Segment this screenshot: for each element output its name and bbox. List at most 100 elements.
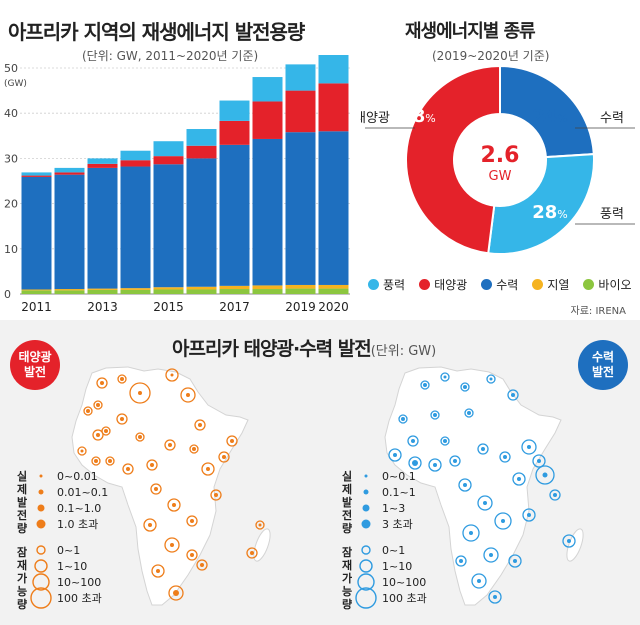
solar-badge: 태양광 발전 bbox=[10, 340, 60, 390]
actual-dot bbox=[138, 391, 142, 395]
potential-circle bbox=[164, 537, 180, 553]
bar-segment bbox=[153, 289, 184, 294]
potential-circle bbox=[151, 564, 165, 578]
hydro-potential-label: 잠재가능량 bbox=[341, 546, 353, 611]
actual-dot bbox=[517, 477, 521, 481]
bar-segment bbox=[120, 150, 151, 161]
y-tick-label: 0 bbox=[4, 288, 11, 301]
map-legend-entry: 100 초과 bbox=[355, 587, 427, 609]
potential-circle bbox=[196, 559, 208, 571]
bar-segment bbox=[318, 288, 349, 294]
bar-segment bbox=[87, 158, 118, 164]
legend-swatch bbox=[481, 279, 493, 290]
potential-circle bbox=[507, 389, 519, 401]
solar-badge-line1: 태양광 bbox=[18, 350, 52, 364]
bar-segment bbox=[285, 288, 316, 294]
map-legend-entry: 1~10 bbox=[30, 558, 102, 574]
bar-segment bbox=[87, 288, 118, 290]
actual-dot bbox=[168, 443, 172, 447]
bar-segment bbox=[186, 145, 217, 159]
potential-circle bbox=[194, 419, 206, 431]
actual-dot bbox=[489, 553, 493, 557]
map-legend-entry: 10~100 bbox=[30, 573, 102, 591]
hydro-badge-line1: 수력 bbox=[591, 350, 615, 364]
actual-dot bbox=[170, 373, 174, 377]
actual-dot bbox=[489, 377, 493, 381]
legend-item: 풍력 bbox=[368, 276, 405, 293]
map-legend-entry: 0~0.1 bbox=[355, 468, 416, 484]
actual-dot bbox=[173, 590, 179, 596]
map-legend-entry: 0.01~0.1 bbox=[30, 484, 108, 500]
hydro-actual-label: 실제발전량 bbox=[341, 470, 353, 535]
madagascar-outline bbox=[253, 528, 271, 562]
bar-segment bbox=[21, 289, 52, 291]
bar-segment bbox=[54, 167, 85, 173]
filled-dot-icon bbox=[30, 497, 52, 519]
solar-potential-legend: 0~1 1~10 10~100 100 초과 bbox=[30, 542, 102, 609]
map-legend-label: 0~1 bbox=[57, 543, 81, 557]
potential-circle bbox=[460, 382, 470, 392]
ring-icon bbox=[355, 571, 377, 593]
actual-dot bbox=[100, 381, 104, 385]
bar-segment bbox=[54, 290, 85, 294]
legend-label: 지열 bbox=[547, 278, 570, 292]
bar-chart-title: 아프리카 지역의 재생에너지 발전용량 bbox=[8, 20, 305, 44]
map-legend-entry: 0.1~1.0 bbox=[30, 500, 108, 516]
slice-percent: 24% bbox=[532, 106, 568, 127]
potential-circle bbox=[398, 414, 408, 424]
map-legend-entry: 0.1~1 bbox=[355, 484, 416, 500]
donut-slice bbox=[487, 153, 595, 255]
donut-chart: 2.6GW 24% 수력 28% 풍력 48% 태양광 bbox=[360, 64, 635, 255]
potential-circle bbox=[477, 495, 493, 511]
legend-swatch bbox=[532, 279, 544, 290]
actual-dot bbox=[423, 383, 427, 387]
potential-circle bbox=[521, 439, 537, 455]
bar-segment bbox=[54, 172, 85, 175]
potential-circle bbox=[77, 446, 87, 456]
actual-dot bbox=[192, 447, 196, 451]
potential-circle bbox=[494, 512, 512, 530]
x-tick-label: 2017 bbox=[219, 300, 250, 314]
slice-category-label: 태양광 bbox=[360, 111, 390, 126]
africa-outline bbox=[384, 366, 562, 606]
map-legend-label: 10~100 bbox=[57, 575, 102, 589]
legend-item: 바이오 bbox=[583, 276, 632, 293]
actual-dot bbox=[250, 551, 254, 555]
hydro-actual-legend: 0~0.1 0.1~1 1~3 3 초과 bbox=[355, 468, 416, 532]
potential-circle bbox=[201, 462, 215, 476]
bar-segment bbox=[219, 100, 250, 121]
actual-dot bbox=[501, 519, 505, 523]
potential-circle bbox=[440, 436, 450, 446]
actual-dot bbox=[511, 393, 515, 397]
potential-circle bbox=[96, 377, 108, 389]
legend-item: 지열 bbox=[532, 276, 569, 293]
slice-category-label: 풍력 bbox=[600, 207, 624, 222]
legend-label: 태양광 bbox=[434, 278, 468, 292]
map-legend-entry: 1.0 초과 bbox=[30, 516, 108, 532]
bar-segment bbox=[318, 55, 349, 84]
potential-circle bbox=[135, 432, 145, 442]
slice-category-label: 수력 bbox=[600, 111, 624, 126]
actual-dot bbox=[477, 579, 481, 583]
bar-segment bbox=[21, 175, 52, 177]
actual-dot bbox=[453, 459, 457, 463]
potential-circle bbox=[101, 426, 111, 436]
bar-segment bbox=[186, 286, 217, 290]
actual-dot bbox=[200, 563, 204, 567]
potential-circle bbox=[483, 547, 499, 563]
actual-dot bbox=[96, 403, 100, 407]
legend-swatch bbox=[419, 279, 431, 290]
potential-circle bbox=[488, 590, 502, 604]
actual-dot bbox=[96, 433, 100, 437]
filled-dot-icon bbox=[30, 465, 52, 487]
chart-legend: 풍력 태양광 수력 지열 바이오 bbox=[368, 276, 632, 293]
bar-segment bbox=[21, 290, 52, 294]
actual-dot bbox=[190, 519, 194, 523]
potential-circle bbox=[508, 554, 522, 568]
potential-circle bbox=[499, 451, 511, 463]
legend-swatch bbox=[368, 279, 379, 290]
donut-slice bbox=[499, 64, 595, 159]
x-tick-label: 2015 bbox=[153, 300, 184, 314]
actual-dot bbox=[493, 595, 497, 599]
bar-segment bbox=[21, 176, 52, 290]
